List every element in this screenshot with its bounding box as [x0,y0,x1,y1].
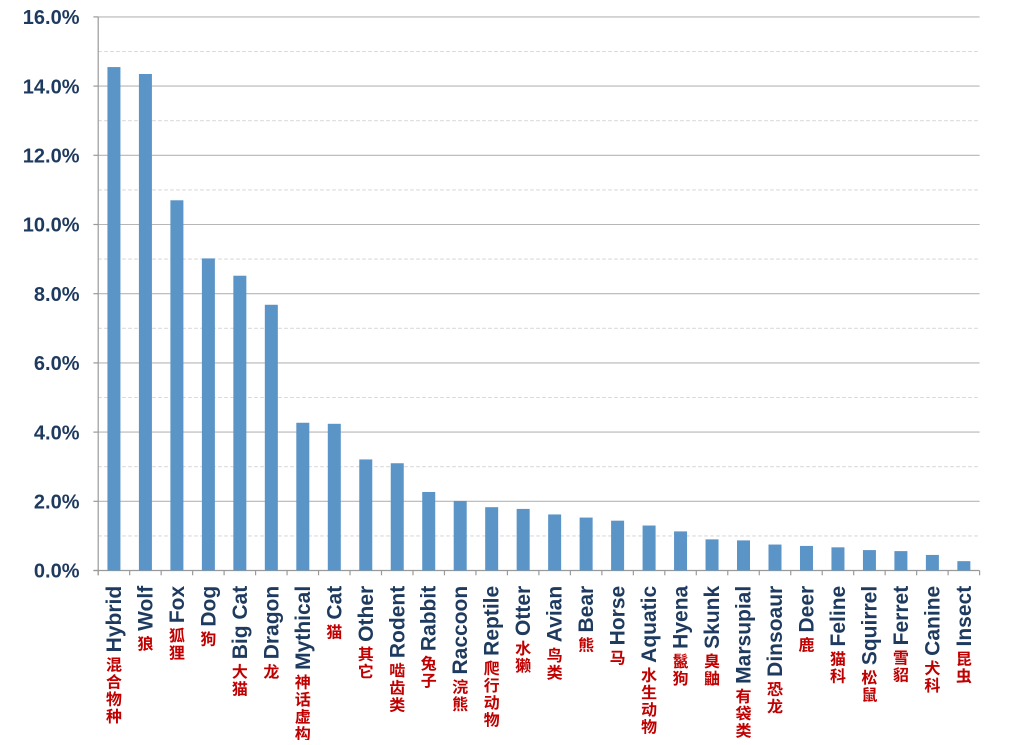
svg-text:Fox: Fox [166,585,189,623]
svg-text:Squirrel: Squirrel [858,586,881,665]
svg-text:16.0%: 16.0% [23,7,80,29]
svg-text:Dinsoaur: Dinsoaur [764,586,787,677]
svg-text:Reptile: Reptile [481,586,504,656]
svg-text:Wolf: Wolf [134,585,157,631]
svg-text:6.0%: 6.0% [34,353,80,375]
svg-text:Feline: Feline [827,586,850,647]
svg-text:Avian: Avian [544,586,567,642]
svg-text:Insect: Insect [953,586,976,647]
svg-text:2.0%: 2.0% [34,492,80,514]
svg-text:10.0%: 10.0% [23,215,80,237]
svg-text:Rabbit: Rabbit [418,586,441,651]
svg-text:Skunk: Skunk [701,585,724,648]
svg-text:14.0%: 14.0% [23,76,80,98]
svg-text:0.0%: 0.0% [34,561,80,583]
svg-text:Cat: Cat [323,586,346,620]
svg-text:Marsupial: Marsupial [733,586,756,684]
svg-text:Bear: Bear [575,586,598,633]
svg-text:Dog: Dog [197,586,220,627]
svg-text:Hyena: Hyena [670,585,693,648]
svg-text:Canine: Canine [921,586,944,656]
svg-text:4.0%: 4.0% [34,422,80,444]
svg-text:Otter: Otter [512,586,535,636]
svg-text:Aquatic: Aquatic [638,585,661,662]
svg-text:Big Cat: Big Cat [229,586,252,660]
svg-text:12.0%: 12.0% [23,146,80,168]
svg-text:8.0%: 8.0% [34,284,80,306]
svg-text:Other: Other [355,586,378,642]
svg-text:Raccoon: Raccoon [449,586,472,675]
svg-text:Hybrid: Hybrid [103,586,126,653]
svg-text:Horse: Horse [607,586,630,646]
svg-text:Dragon: Dragon [260,586,283,660]
svg-text:Deer: Deer [795,586,818,633]
svg-text:Mythical: Mythical [292,586,315,670]
svg-text:Rodent: Rodent [386,586,409,658]
svg-text:Ferret: Ferret [890,586,913,646]
